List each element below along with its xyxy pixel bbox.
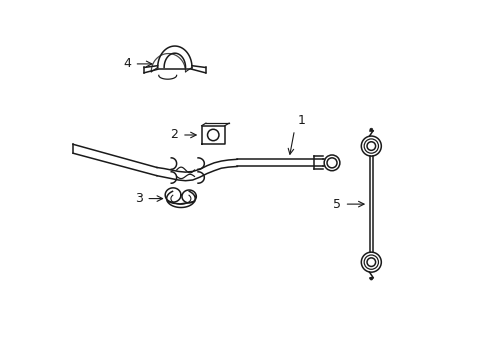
Text: 5: 5 [332,198,340,211]
Circle shape [369,128,372,131]
Circle shape [369,277,372,280]
Text: 4: 4 [123,57,131,71]
Text: 3: 3 [135,192,142,205]
Text: 2: 2 [170,129,178,141]
Text: 1: 1 [297,114,305,127]
